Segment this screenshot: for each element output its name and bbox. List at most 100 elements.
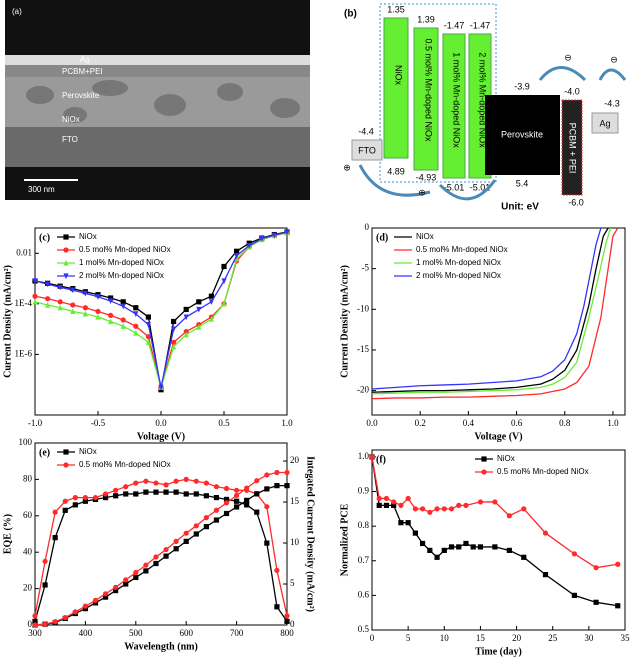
- marker: [244, 497, 250, 503]
- marker: [173, 489, 179, 495]
- marker: [376, 495, 382, 502]
- x-tick-label: -0.5: [91, 418, 106, 428]
- legend-label: NiOx: [79, 447, 97, 456]
- y-tick-label: 0.9: [358, 486, 370, 496]
- level: -4.4: [358, 126, 374, 136]
- marker: [571, 551, 578, 557]
- niox-frame: [379, 3, 497, 183]
- marker: [120, 299, 126, 305]
- hole-arrow: [358, 164, 497, 201]
- marker: [183, 314, 189, 321]
- layer-label: Perovskite: [62, 91, 100, 100]
- marker: [145, 339, 151, 345]
- marker: [32, 618, 38, 624]
- level: -4.3: [604, 98, 620, 108]
- marker: [441, 506, 447, 512]
- series-line: [372, 228, 609, 393]
- niox-label: 0.5 mol% Mn-doped NiOx: [424, 38, 434, 142]
- plot-frame: [371, 449, 626, 631]
- marker: [45, 301, 51, 308]
- y-tick-label: 80: [23, 473, 33, 483]
- niox-bar: [413, 27, 439, 171]
- x-tick-label: 0.5: [218, 418, 230, 428]
- marker: [143, 489, 149, 495]
- marker: [254, 478, 260, 484]
- marker: [183, 331, 189, 338]
- marker: [196, 299, 202, 305]
- legend-label: 2 mol% Mn-doped NiOx: [416, 271, 501, 280]
- y-tick-label: -20: [357, 385, 369, 395]
- x-tick-label: 1.0: [281, 418, 293, 428]
- pcbm-box: [561, 99, 583, 196]
- marker: [173, 538, 179, 544]
- series-line: [372, 228, 619, 400]
- marker: [163, 553, 169, 559]
- legend-label: 0.5 mol% Mn-doped NiOx: [79, 245, 171, 254]
- marker: [274, 469, 280, 476]
- legend-label: 0.5 mol% Mn-doped NiOx: [416, 245, 508, 254]
- marker: [284, 483, 290, 489]
- marker: [244, 485, 250, 491]
- ag-label: Ag: [599, 118, 610, 128]
- marker: [45, 296, 51, 302]
- marker: [492, 544, 498, 550]
- legend-label: NiOx: [497, 454, 515, 463]
- marker: [82, 290, 88, 297]
- marker: [274, 604, 280, 610]
- marker: [183, 306, 189, 313]
- marker: [108, 312, 114, 318]
- marker: [271, 232, 277, 239]
- x-tick-label: 25: [548, 633, 558, 643]
- marker: [221, 300, 227, 307]
- y-tick-label: 20: [23, 583, 33, 593]
- marker: [284, 469, 290, 476]
- marker: [123, 577, 129, 583]
- legend-label: 0.5 mol% Mn-doped NiOx: [79, 460, 171, 469]
- x-tick-label: 30: [584, 633, 594, 643]
- marker: [615, 603, 621, 609]
- electron-symbol: ⊖: [564, 52, 572, 62]
- marker: [63, 247, 69, 253]
- x-tick-label: 400: [79, 628, 93, 638]
- marker: [412, 506, 418, 512]
- marker: [234, 492, 240, 499]
- marker: [254, 509, 260, 515]
- marker: [57, 304, 63, 311]
- marker: [571, 592, 577, 598]
- x-tick-label: 0: [370, 633, 375, 643]
- marker: [32, 293, 38, 299]
- marker: [72, 495, 78, 501]
- marker: [153, 480, 159, 486]
- legend-label: NiOx: [79, 232, 97, 241]
- marker: [234, 248, 240, 254]
- electron-symbol: ⊖: [610, 54, 618, 64]
- marker: [163, 482, 169, 488]
- marker: [284, 618, 290, 624]
- marker: [62, 615, 68, 621]
- legend-label: 1 mol% Mn-doped NiOx: [79, 258, 164, 267]
- niox-label: 2 mol% Mn-doped NiOx: [478, 52, 488, 148]
- marker: [208, 315, 214, 322]
- marker: [264, 540, 270, 546]
- x-tick-label: 10: [440, 633, 450, 643]
- panel-label: (d): [376, 232, 388, 243]
- marker: [32, 613, 38, 619]
- x-tick-label: 0.8: [559, 418, 571, 428]
- marker: [492, 499, 498, 505]
- marker: [274, 483, 280, 489]
- marker: [70, 302, 76, 308]
- marker: [57, 284, 63, 291]
- marker: [133, 329, 139, 336]
- hole-symbol: ⊕: [418, 187, 426, 197]
- marker: [113, 493, 119, 499]
- marker: [133, 491, 139, 497]
- marker: [183, 530, 189, 536]
- level: -3.9: [514, 81, 530, 91]
- niox-bar: [383, 17, 409, 159]
- marker: [171, 326, 177, 333]
- marker: [32, 298, 38, 305]
- marker: [391, 502, 397, 508]
- marker: [383, 495, 390, 502]
- panel-label: (a): [12, 7, 22, 16]
- x-tick-label: 0.6: [511, 418, 523, 428]
